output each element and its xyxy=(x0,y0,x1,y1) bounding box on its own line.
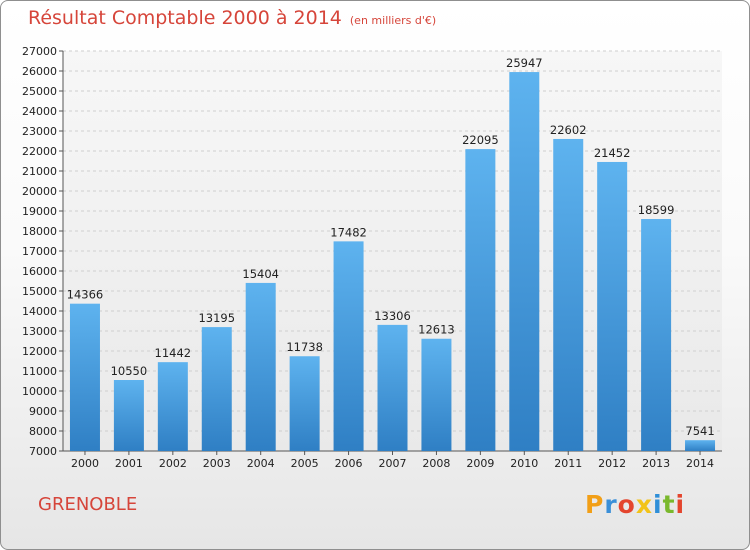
y-tick-label: 8000 xyxy=(29,425,57,438)
x-tick-label: 2011 xyxy=(554,457,582,470)
city-name: GRENOBLE xyxy=(38,494,138,515)
y-tick-label: 11000 xyxy=(22,365,57,378)
data-label: 25947 xyxy=(506,56,543,70)
data-label: 18599 xyxy=(638,203,675,217)
data-label: 21452 xyxy=(594,146,631,160)
bar xyxy=(685,440,716,451)
data-label: 22602 xyxy=(550,123,587,137)
x-tick-label: 2012 xyxy=(598,457,626,470)
data-label: 22095 xyxy=(462,133,499,147)
x-tick-label: 2008 xyxy=(422,457,450,470)
bar xyxy=(333,241,364,451)
x-tick-label: 2002 xyxy=(159,457,187,470)
x-tick-label: 2006 xyxy=(335,457,363,470)
data-label: 13306 xyxy=(374,309,411,323)
bar xyxy=(553,138,584,451)
y-tick-label: 27000 xyxy=(22,45,57,58)
y-tick-label: 22000 xyxy=(22,145,57,158)
logo-letter: o xyxy=(617,490,636,519)
x-tick-label: 2013 xyxy=(642,457,670,470)
logo-letter: r xyxy=(604,490,618,519)
y-tick-label: 20000 xyxy=(22,185,57,198)
y-tick-label: 15000 xyxy=(22,285,57,298)
bar xyxy=(597,161,628,451)
bar xyxy=(69,303,100,451)
bar xyxy=(289,356,320,451)
data-label: 7541 xyxy=(685,424,714,438)
bar xyxy=(641,219,672,451)
logo-letter: t xyxy=(662,490,676,519)
bar xyxy=(201,327,232,451)
chart-subtitle: (en milliers d'€) xyxy=(349,14,437,27)
y-tick-label: 25000 xyxy=(22,85,57,98)
logo-letter: i xyxy=(675,490,686,519)
logo-letter: x xyxy=(635,490,653,519)
y-tick-label: 10000 xyxy=(22,385,57,398)
proxiti-logo[interactable]: Proxiti xyxy=(585,490,685,519)
bar xyxy=(113,380,144,451)
data-label: 11442 xyxy=(155,346,192,360)
x-tick-label: 2009 xyxy=(466,457,494,470)
y-tick-label: 16000 xyxy=(22,265,57,278)
x-tick-label: 2003 xyxy=(203,457,231,470)
data-label: 12613 xyxy=(418,323,455,337)
data-label: 14366 xyxy=(67,288,104,302)
y-tick-label: 14000 xyxy=(22,305,57,318)
y-tick-label: 19000 xyxy=(22,205,57,218)
data-label: 15404 xyxy=(242,267,279,281)
y-tick-label: 18000 xyxy=(22,225,57,238)
y-tick-label: 13000 xyxy=(22,325,57,338)
x-tick-label: 2010 xyxy=(510,457,538,470)
bar xyxy=(509,72,540,451)
data-label: 17482 xyxy=(330,225,367,239)
x-tick-label: 2014 xyxy=(686,457,714,470)
y-tick-label: 17000 xyxy=(22,245,57,258)
y-tick-label: 9000 xyxy=(29,405,57,418)
y-tick-label: 7000 xyxy=(29,445,57,458)
bar xyxy=(377,324,408,451)
x-tick-label: 2000 xyxy=(71,457,99,470)
logo-letter: i xyxy=(653,490,663,519)
y-tick-label: 21000 xyxy=(22,165,57,178)
y-tick-label: 12000 xyxy=(22,345,57,358)
y-tick-label: 23000 xyxy=(22,125,57,138)
y-tick-label: 26000 xyxy=(22,65,57,78)
bar xyxy=(421,338,452,451)
bar xyxy=(465,149,496,451)
chart-title: Résultat Comptable 2000 à 2014 (en millie… xyxy=(28,7,437,29)
x-tick-label: 2005 xyxy=(291,457,319,470)
x-tick-label: 2001 xyxy=(115,457,143,470)
data-label: 13195 xyxy=(198,311,235,325)
x-tick-label: 2007 xyxy=(379,457,407,470)
data-label: 10550 xyxy=(111,364,148,378)
bar xyxy=(245,282,276,451)
bar xyxy=(157,362,188,451)
logo-letter: P xyxy=(585,490,605,519)
data-label: 11738 xyxy=(286,340,323,354)
y-tick-label: 24000 xyxy=(22,105,57,118)
x-tick-label: 2004 xyxy=(247,457,275,470)
